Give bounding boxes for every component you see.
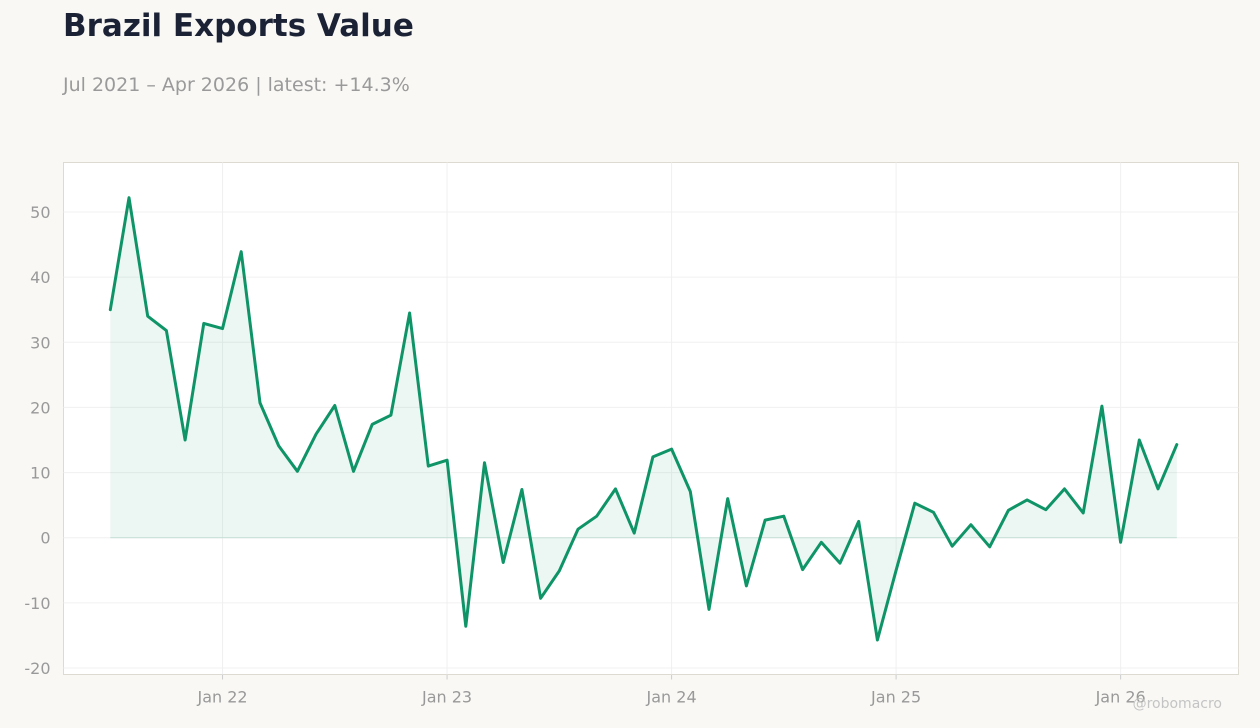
data-point	[650, 454, 656, 460]
data-point	[294, 468, 300, 474]
data-point	[276, 443, 282, 449]
data-point	[107, 307, 113, 313]
data-point	[856, 518, 862, 524]
data-point	[126, 195, 132, 201]
data-point	[351, 468, 357, 474]
data-point	[1043, 507, 1049, 513]
data-point	[931, 509, 937, 515]
y-tick-label: 20	[30, 398, 50, 417]
data-point	[687, 488, 693, 494]
x-tick-label: Jan 24	[646, 688, 697, 707]
data-point	[837, 560, 843, 566]
y-tick-label: 50	[30, 203, 50, 222]
data-point	[669, 446, 675, 452]
watermark: @robomacro	[1132, 696, 1222, 712]
y-tick-label: 40	[30, 268, 50, 287]
data-point	[463, 623, 469, 629]
data-point	[1136, 437, 1142, 443]
data-point	[1061, 486, 1067, 492]
data-point	[1099, 403, 1105, 409]
data-point	[1118, 539, 1124, 545]
data-point	[238, 249, 244, 255]
data-point	[332, 402, 338, 408]
data-point	[1005, 507, 1011, 513]
data-point	[182, 437, 188, 443]
data-point	[818, 539, 824, 545]
data-point	[369, 421, 375, 427]
data-point	[612, 486, 618, 492]
data-point	[257, 400, 263, 406]
y-axis: -20 -10 0 10 20 30 40 50	[24, 203, 50, 678]
data-point	[912, 500, 918, 506]
data-point	[388, 412, 394, 418]
data-point	[500, 559, 506, 565]
data-point	[556, 568, 562, 574]
data-point	[481, 460, 487, 466]
data-point	[145, 313, 151, 319]
data-point	[762, 517, 768, 523]
data-point	[220, 326, 226, 332]
y-tick-label: 10	[30, 464, 50, 483]
data-point	[201, 320, 207, 326]
data-point	[575, 526, 581, 532]
data-point	[407, 310, 413, 316]
data-point	[725, 496, 731, 502]
data-point	[874, 637, 880, 643]
data-point	[1080, 510, 1086, 516]
grid-lines	[63, 162, 1239, 675]
plot-area	[63, 162, 1239, 675]
data-point	[1155, 486, 1161, 492]
x-tick-label: Jan 23	[421, 688, 472, 707]
y-tick-label: 30	[30, 333, 50, 352]
data-point	[987, 544, 993, 550]
line-layer	[107, 195, 1180, 643]
data-point	[1174, 442, 1180, 448]
data-point	[444, 457, 450, 463]
data-point	[743, 583, 749, 589]
chart-title: Brazil Exports Value	[63, 8, 414, 44]
x-axis: Jan 22 Jan 23 Jan 24 Jan 25 Jan 26	[196, 674, 1146, 707]
x-tick-label: Jan 25	[870, 688, 921, 707]
data-point	[968, 522, 974, 528]
y-tick-label: 0	[40, 529, 50, 548]
data-point	[800, 567, 806, 573]
data-point	[949, 543, 955, 549]
area-layer	[110, 197, 1177, 640]
series-line	[108, 196, 1179, 642]
data-point	[313, 431, 319, 437]
data-point	[519, 487, 525, 493]
data-point	[163, 328, 169, 334]
data-point	[1024, 497, 1030, 503]
data-point	[631, 530, 637, 536]
data-point	[781, 513, 787, 519]
data-point	[538, 595, 544, 601]
data-point	[425, 463, 431, 469]
data-point	[594, 513, 600, 519]
chart-subtitle: Jul 2021 – Apr 2026 | latest: +14.3%	[63, 74, 410, 96]
x-tick-label: Jan 26	[1095, 688, 1146, 707]
x-tick-label: Jan 22	[196, 688, 247, 707]
data-point	[893, 567, 899, 573]
y-tick-label: -20	[24, 659, 50, 678]
data-point	[706, 606, 712, 612]
y-tick-label: -10	[24, 594, 50, 613]
series-area	[110, 197, 1177, 640]
